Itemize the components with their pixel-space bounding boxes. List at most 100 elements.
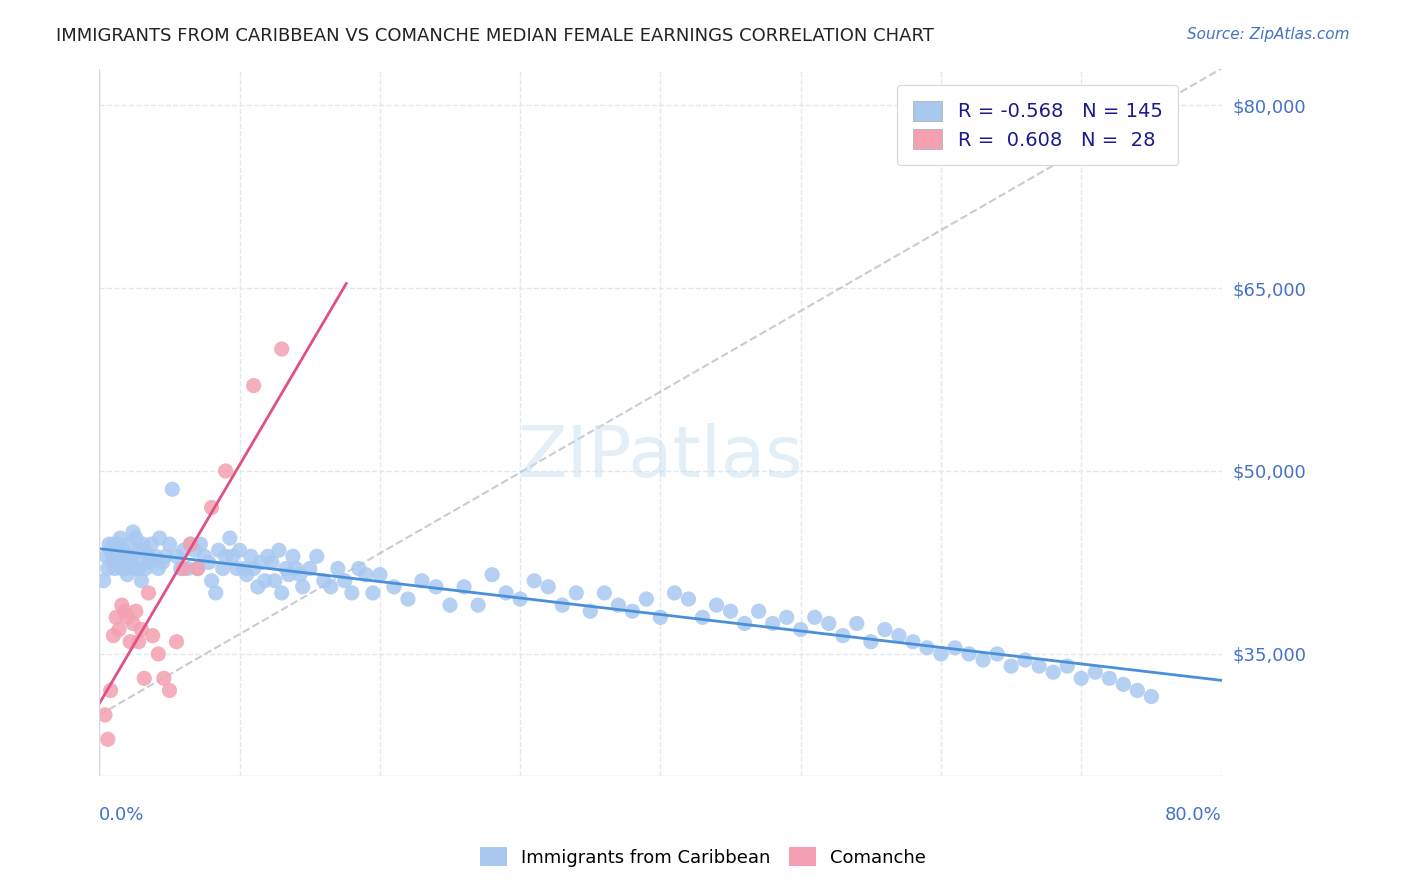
Point (187, 561, 209, 575)
Point (425, 580, 447, 594)
Point (207, 543, 229, 558)
Point (235, 567, 257, 582)
Point (734, 616, 756, 631)
Point (312, 574, 335, 588)
Point (284, 561, 307, 575)
Point (326, 561, 349, 575)
Point (762, 616, 785, 631)
Point (134, 543, 156, 558)
Point (100, 683, 122, 698)
Point (114, 604, 136, 618)
Point (1070, 671, 1092, 685)
Point (97, 561, 120, 575)
Point (103, 549, 125, 564)
Point (789, 623, 811, 637)
Point (803, 610, 825, 624)
Point (291, 580, 314, 594)
Point (873, 623, 896, 637)
Point (242, 561, 264, 575)
Point (267, 543, 290, 558)
Point (1042, 665, 1064, 680)
Point (270, 586, 292, 600)
Point (281, 549, 304, 564)
Point (340, 586, 363, 600)
Point (128, 561, 150, 575)
Point (103, 629, 125, 643)
Point (692, 610, 714, 624)
Point (187, 561, 209, 575)
Point (915, 640, 938, 655)
Point (537, 580, 560, 594)
Point (101, 556, 124, 570)
Point (166, 549, 188, 564)
Point (221, 549, 243, 564)
Point (200, 500, 222, 515)
Text: Source: ZipAtlas.com: Source: ZipAtlas.com (1187, 27, 1350, 42)
Point (239, 549, 262, 564)
Point (132, 537, 155, 551)
Point (152, 556, 174, 570)
Point (972, 653, 994, 667)
Point (319, 580, 342, 594)
Point (111, 561, 134, 575)
Point (94, 707, 117, 722)
Point (193, 549, 215, 564)
Point (200, 574, 222, 588)
Point (523, 574, 546, 588)
Point (100, 543, 122, 558)
Point (177, 561, 200, 575)
Point (103, 537, 125, 551)
Point (104, 561, 127, 575)
Point (957, 647, 980, 661)
Point (1126, 683, 1149, 698)
Point (256, 549, 278, 564)
Legend: R = -0.568   N = 145, R =  0.608   N =  28: R = -0.568 N = 145, R = 0.608 N = 28 (897, 86, 1178, 165)
Point (173, 561, 195, 575)
Point (131, 623, 153, 637)
Point (127, 549, 149, 564)
Point (1000, 659, 1022, 673)
Point (155, 549, 177, 564)
Point (214, 464, 236, 478)
Point (776, 610, 799, 624)
Point (943, 640, 966, 655)
Point (748, 604, 770, 618)
Point (141, 537, 163, 551)
Point (153, 671, 176, 685)
Point (120, 556, 142, 570)
Point (249, 556, 271, 570)
Point (298, 561, 321, 575)
Point (481, 567, 503, 582)
Point (214, 549, 236, 564)
Point (122, 524, 145, 539)
Point (817, 616, 839, 631)
Point (120, 634, 142, 648)
Point (218, 531, 240, 545)
Point (110, 531, 132, 545)
Point (467, 598, 489, 612)
Point (986, 647, 1008, 661)
Point (108, 623, 131, 637)
Point (354, 567, 377, 582)
Point (112, 543, 135, 558)
Point (128, 634, 150, 648)
Point (149, 531, 172, 545)
Point (122, 616, 145, 631)
Point (288, 567, 311, 582)
Point (166, 634, 188, 648)
Point (720, 604, 742, 618)
Point (305, 549, 328, 564)
Point (439, 598, 461, 612)
Point (162, 483, 184, 497)
Text: ZIPatlas: ZIPatlas (517, 423, 803, 492)
Point (111, 598, 134, 612)
Point (565, 586, 588, 600)
Point (211, 561, 233, 575)
Point (706, 598, 728, 612)
Point (333, 574, 356, 588)
Point (1112, 677, 1135, 691)
Point (1014, 653, 1036, 667)
Point (246, 580, 269, 594)
Point (253, 574, 276, 588)
Point (887, 629, 910, 643)
